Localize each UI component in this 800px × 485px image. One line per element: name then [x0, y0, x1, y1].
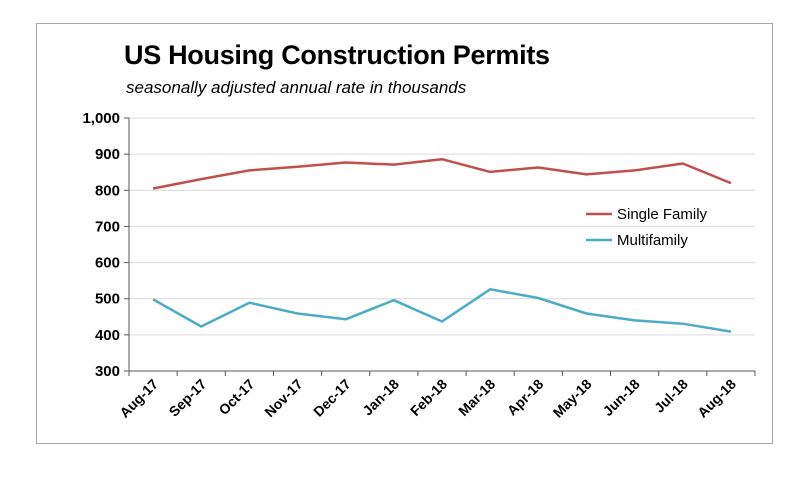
- x-tick-label: Aug-18: [694, 376, 739, 421]
- chart-title: US Housing Construction Permits: [124, 40, 550, 70]
- legend-label-single-family: Single Family: [617, 206, 708, 223]
- y-tick-label: 500: [95, 291, 120, 308]
- y-tick-label: 800: [95, 182, 120, 199]
- y-tick-label: 1,000: [82, 110, 120, 127]
- y-tick-label: 700: [95, 218, 120, 235]
- gridlines: [129, 117, 755, 336]
- chart-frame: [36, 23, 773, 444]
- legend: Single Family Multifamily: [586, 206, 708, 249]
- x-tick-label: Feb-18: [407, 376, 450, 419]
- x-tick-label: Jul-18: [651, 376, 691, 416]
- x-tick-label: May-18: [550, 376, 595, 421]
- x-tick-label: Dec-17: [310, 376, 354, 420]
- legend-label-multifamily: Multifamily: [617, 232, 688, 249]
- series-line-single-family: [152, 157, 732, 190]
- y-tick-labels: 300 400 500 600 700 800 900 1,000: [82, 110, 120, 380]
- y-tick-label: 600: [95, 255, 120, 272]
- x-tick-label: Jun-18: [600, 376, 643, 419]
- x-tick-label: Jan-18: [359, 376, 402, 419]
- y-tick-label: 900: [95, 146, 120, 163]
- x-tick-label: Nov-17: [261, 376, 305, 420]
- axes: [124, 117, 756, 376]
- y-tick-label: 300: [95, 363, 120, 380]
- x-tick-label: Sep-17: [166, 376, 210, 420]
- y-tick-label: 400: [95, 327, 120, 344]
- x-tick-label: Oct-17: [215, 376, 257, 418]
- series-lines: [152, 157, 732, 333]
- x-tick-label: Aug-17: [116, 376, 161, 421]
- x-tick-label: Apr-18: [504, 376, 547, 419]
- x-tick-label: Mar-18: [455, 376, 498, 419]
- x-tick-labels: Aug-17 Sep-17 Oct-17 Nov-17 Dec-17 Jan-18 Feb-…: [116, 376, 739, 421]
- series-line-multifamily: [152, 288, 732, 333]
- chart-subtitle: seasonally adjusted annual rate in thous…: [126, 78, 467, 97]
